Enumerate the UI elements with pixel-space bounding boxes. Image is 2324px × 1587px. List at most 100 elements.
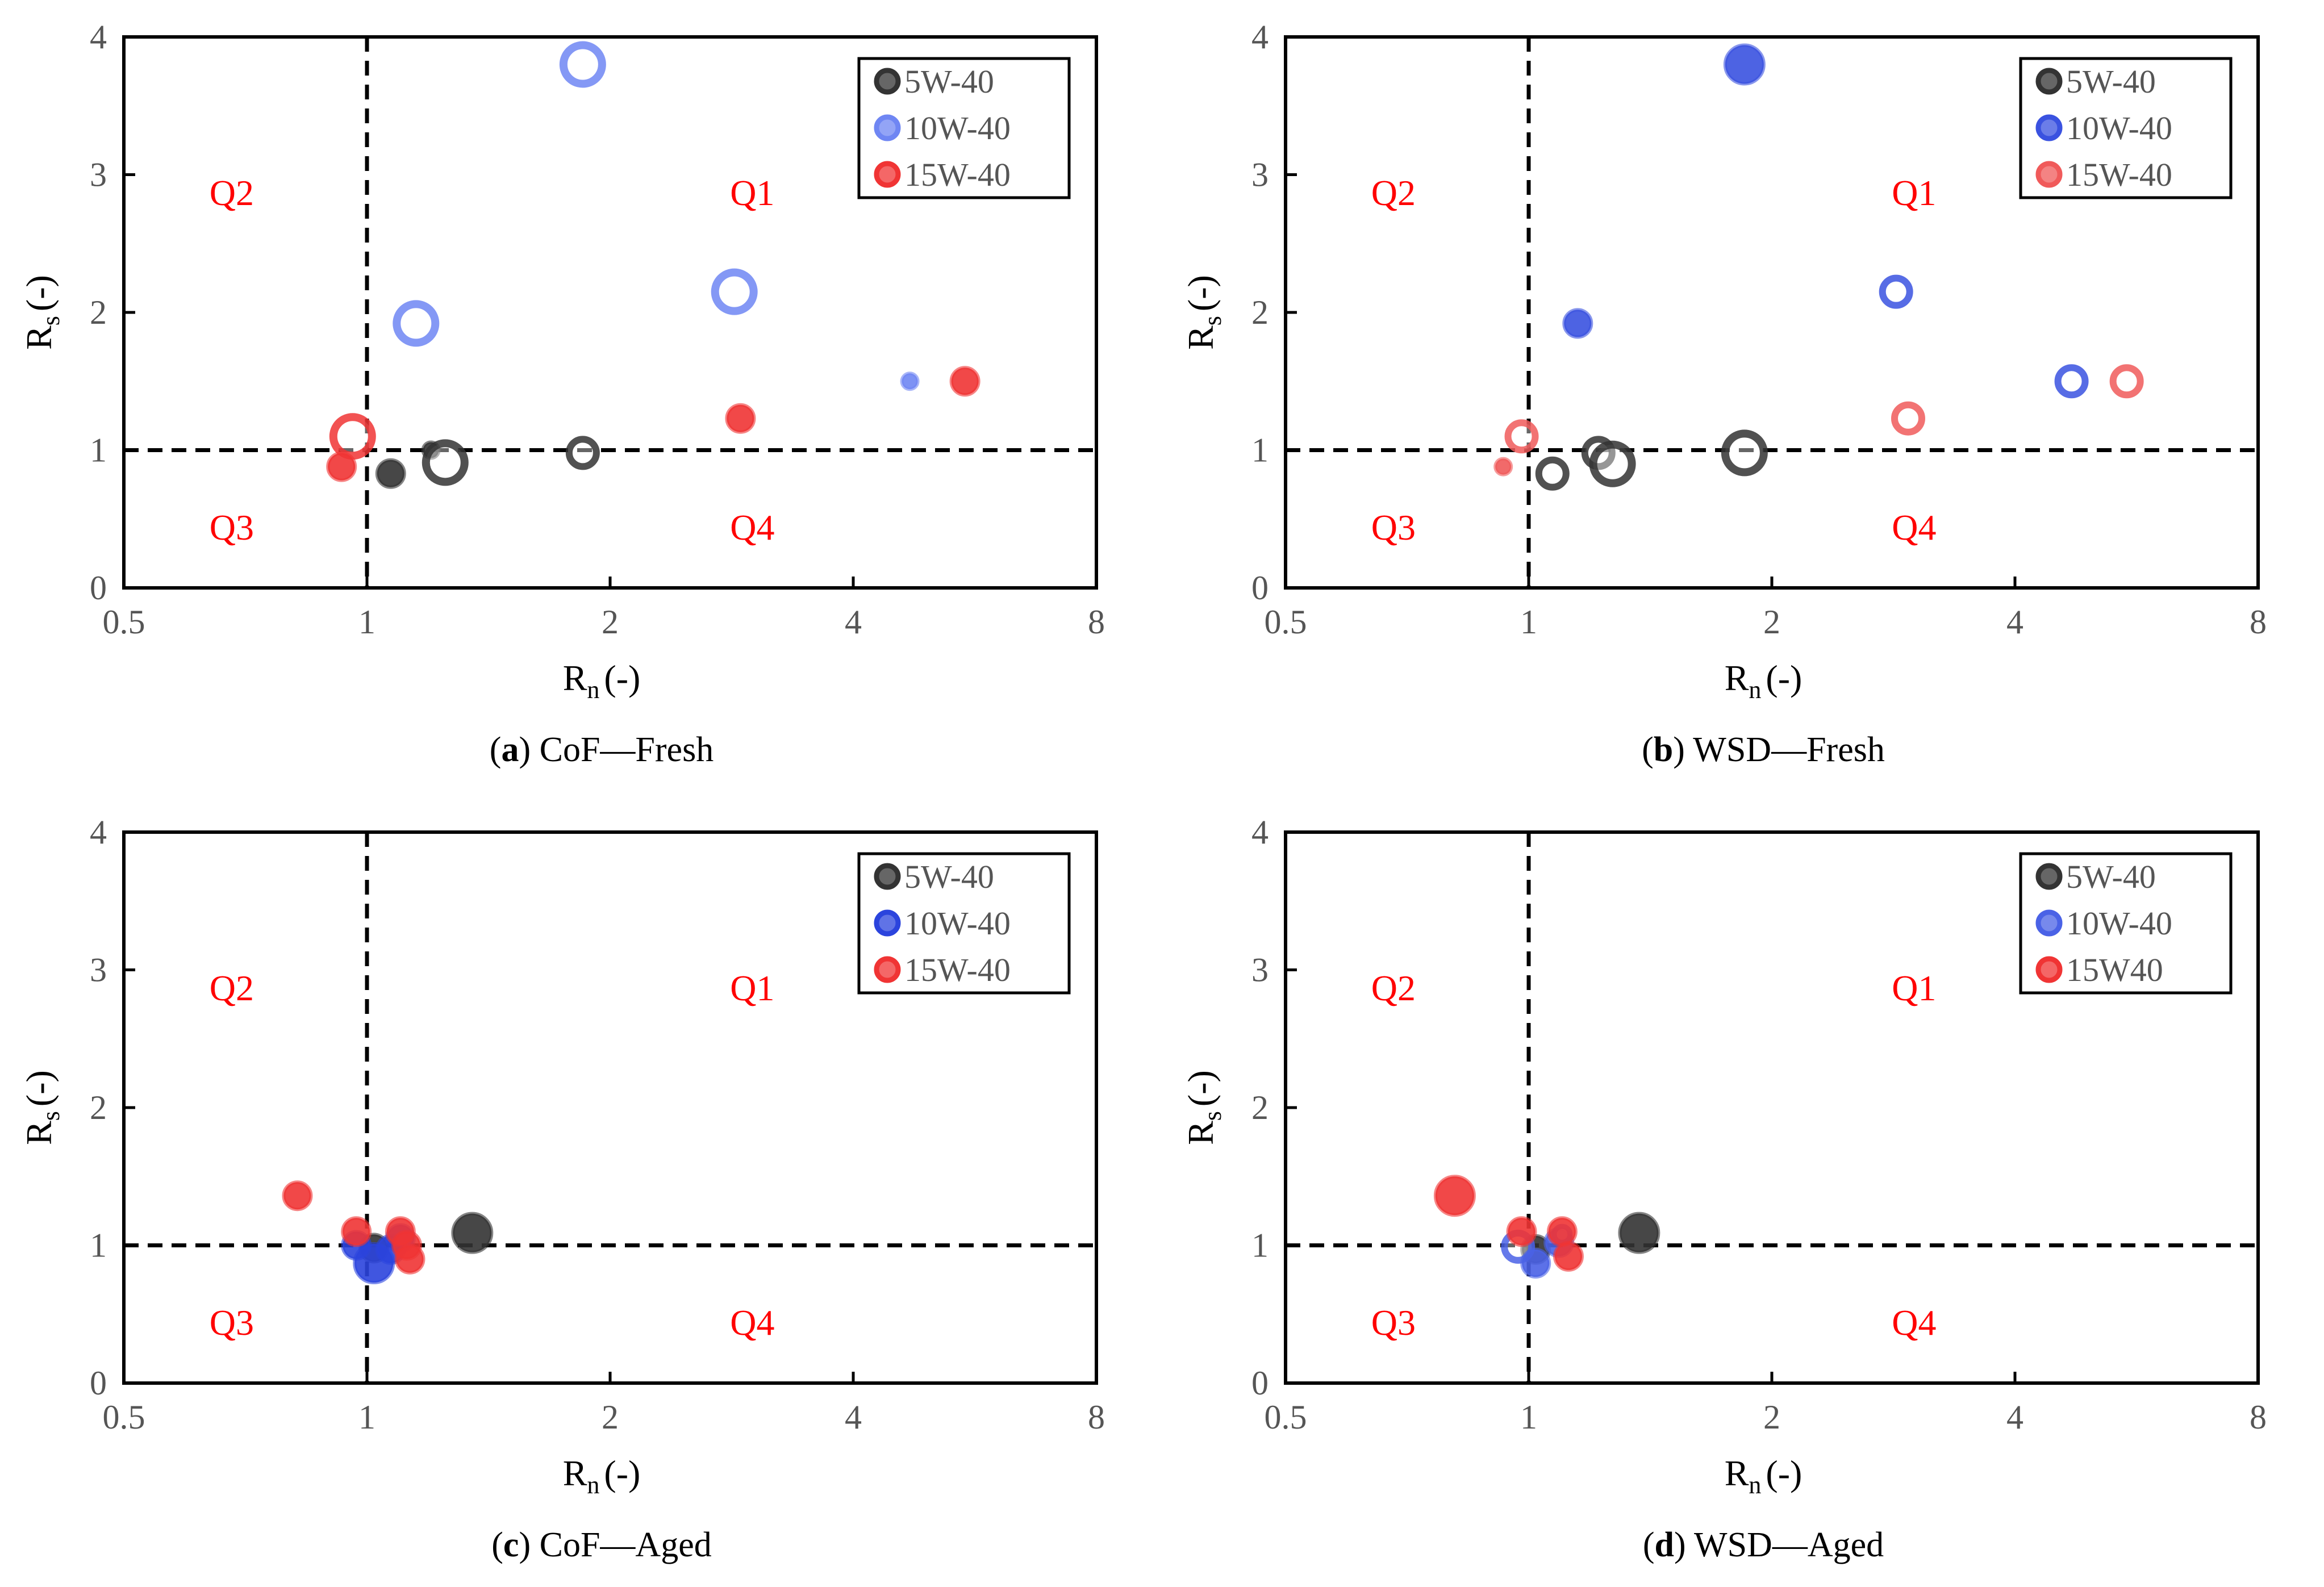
y-axis-title-sub: s — [1199, 316, 1226, 325]
data-point — [1520, 1248, 1551, 1279]
x-tick-label: 4 — [2006, 1398, 2023, 1436]
legend-marker — [874, 863, 901, 890]
x-tick-label: 1 — [1520, 603, 1537, 641]
quadrant-label-q3: Q3 — [1371, 1302, 1416, 1343]
quadrant-label-q4: Q4 — [1892, 507, 1936, 548]
y-axis-title-tail: (-) — [1180, 1070, 1221, 1106]
data-point — [1589, 440, 1636, 487]
x-tick-label: 8 — [1088, 1398, 1105, 1436]
x-axis-title-tail: (-) — [604, 658, 640, 698]
quadrant-label-q4: Q4 — [730, 1302, 774, 1343]
legend-label: 10W-40 — [2066, 110, 2172, 147]
x-tick-label: 1 — [358, 603, 375, 641]
x-axis-title-tail: (-) — [604, 1453, 640, 1493]
x-tick-label: 2 — [1763, 603, 1780, 641]
quadrant-label-q3: Q3 — [1371, 507, 1416, 548]
legend-label: 5W-40 — [2066, 858, 2156, 895]
caption-open: ( — [490, 730, 502, 769]
y-tick-label: 3 — [1251, 156, 1269, 194]
panel-d-chart: 0 1 2 3 4 0.5 1 2 4 8 Q1 Q2 Q3 Q4 5W-40 10W-40 15W40 Rs (-… — [1180, 813, 2267, 1564]
panel-caption: (b) WSD—Fresh — [1642, 730, 1885, 769]
x-tick-label: 4 — [845, 603, 862, 641]
y-tick-label: 2 — [1251, 294, 1269, 331]
x-axis-title-sub: n — [587, 1471, 599, 1499]
data-point — [900, 371, 920, 391]
quadrant-label-q2: Q2 — [210, 173, 254, 213]
y-axis-title-sub: s — [1199, 1111, 1226, 1121]
x-tick-label: 1 — [358, 1398, 375, 1436]
data-point — [949, 366, 980, 397]
legend-marker — [874, 114, 901, 141]
legend-marker — [2035, 956, 2063, 983]
x-tick-label: 4 — [2006, 603, 2023, 641]
data-point — [422, 439, 469, 486]
y-axis-title-main: R — [19, 1121, 59, 1145]
panel-caption: (d) WSD—Aged — [1643, 1526, 1884, 1564]
quadrant-label-q1: Q1 — [1892, 968, 1936, 1008]
data-point — [341, 1216, 372, 1247]
y-axis-title-tail: (-) — [19, 275, 59, 311]
x-tick-label: 8 — [2250, 1398, 2267, 1436]
caption-open: ( — [491, 1526, 503, 1564]
quadrant-label-q3: Q3 — [210, 1302, 254, 1343]
data-point — [1546, 1216, 1578, 1247]
data-point — [711, 268, 758, 315]
legend-label: 15W-40 — [904, 156, 1011, 193]
quadrant-label-q2: Q2 — [210, 968, 254, 1008]
x-tick-label: 1 — [1520, 1398, 1537, 1436]
legend-marker — [2035, 863, 2063, 890]
data-point — [1891, 401, 1925, 436]
legend-label: 15W-40 — [904, 951, 1011, 988]
legend-label: 15W40 — [2066, 951, 2163, 988]
legend-marker — [874, 68, 901, 95]
x-tick-label: 2 — [602, 603, 619, 641]
data-point — [1562, 308, 1593, 339]
caption-close: ) — [519, 730, 539, 769]
y-tick-label: 3 — [90, 951, 107, 989]
caption-close: ) — [1673, 730, 1693, 769]
panel-a-chart: 0 1 2 3 4 0.5 1 2 4 8 Q1 Q2 Q3 Q4 5W-40 10W-40 15W-40 Rs (… — [19, 18, 1105, 769]
panel-b-chart: 0 1 2 3 4 0.5 1 2 4 8 Q1 Q2 Q3 Q4 5W-40 10W-40 15W-40 Rs (… — [1180, 18, 2267, 769]
legend-marker — [2035, 161, 2063, 188]
y-axis-title: Rs (-) — [1180, 275, 1226, 350]
caption-letter: a — [501, 730, 519, 769]
y-tick-label: 3 — [90, 156, 107, 194]
caption-open: ( — [1643, 1526, 1655, 1564]
legend-marker — [2035, 68, 2063, 95]
panel-caption: (a) CoF—Fresh — [490, 730, 714, 769]
x-axis-title: Rn (-) — [1725, 658, 1803, 704]
y-tick-label: 1 — [1251, 1227, 1269, 1264]
y-tick-label: 4 — [90, 813, 107, 851]
data-point — [1618, 1212, 1660, 1254]
y-axis-title: Rs (-) — [1180, 1070, 1226, 1145]
quadrant-label-q3: Q3 — [210, 507, 254, 548]
legend-label: 10W-40 — [2066, 905, 2172, 942]
y-tick-label: 2 — [90, 294, 107, 331]
panel-caption: (c) CoF—Aged — [491, 1526, 711, 1564]
legend-label: 5W-40 — [904, 63, 994, 100]
y-axis-title: Rs (-) — [19, 275, 65, 350]
data-point — [1721, 429, 1768, 477]
y-tick-label: 0 — [90, 1364, 107, 1402]
caption-letter: b — [1654, 730, 1673, 769]
data-point — [2109, 364, 2144, 399]
data-point — [1879, 274, 1913, 309]
caption-close: ) — [1674, 1526, 1694, 1564]
data-point — [1493, 457, 1513, 477]
x-tick-label: 8 — [2250, 603, 2267, 641]
x-axis-title-main: R — [1725, 1453, 1749, 1493]
y-axis-title-tail: (-) — [19, 1070, 59, 1106]
y-axis-title-sub: s — [37, 316, 65, 325]
x-axis-title-sub: n — [1749, 676, 1761, 704]
caption-text: WSD—Fresh — [1693, 730, 1885, 769]
data-point — [375, 458, 406, 489]
y-tick-label: 1 — [90, 1227, 107, 1264]
data-point — [282, 1180, 313, 1212]
data-point — [329, 413, 376, 460]
y-tick-label: 0 — [90, 569, 107, 607]
x-tick-label: 2 — [1763, 1398, 1780, 1436]
data-point — [1506, 1216, 1537, 1247]
x-axis-title-main: R — [563, 1453, 587, 1493]
x-tick-label: 4 — [845, 1398, 862, 1436]
legend-label: 5W-40 — [904, 858, 994, 895]
